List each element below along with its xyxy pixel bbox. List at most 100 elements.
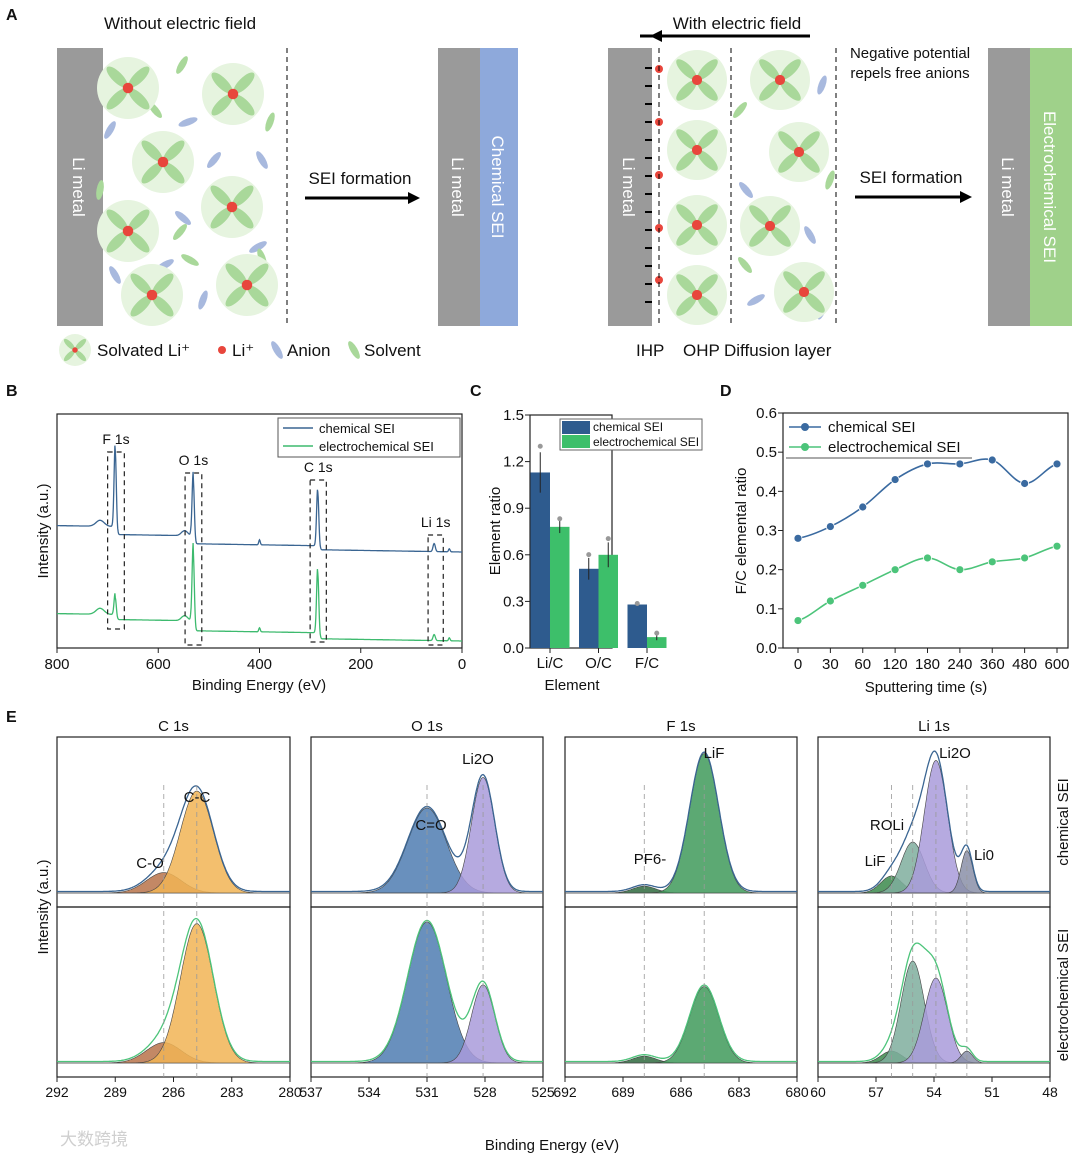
d-data-point [890, 565, 900, 575]
solvent-molecule [697, 295, 718, 316]
b-xlabel: Binding Energy (eV) [192, 677, 326, 694]
b-legend-box [277, 417, 461, 458]
e-peak-label: LiF [865, 853, 886, 870]
layer-ihp: IHP [636, 341, 664, 360]
e-xtick-label: 54 [926, 1084, 942, 1100]
solvent-molecule [770, 205, 791, 226]
c-xtick-label: F/C [635, 655, 659, 672]
legend-solvated-li: Solvated Li⁺ [97, 341, 190, 360]
solvent-molecule [210, 185, 232, 207]
c-ylabel: Element ratio [487, 487, 504, 575]
solvent-molecule [697, 59, 718, 80]
li-ion [72, 347, 78, 353]
e-subplot-title: F 1s [666, 718, 695, 735]
solvent-molecule [106, 209, 128, 231]
c-data-point [537, 443, 543, 449]
b-peak-label: C 1s [304, 459, 333, 475]
li-ion [227, 88, 239, 100]
solvent-molecule [738, 257, 752, 273]
b-legend-entry: electrochemical SEI [319, 439, 434, 454]
solvent-molecule [75, 350, 87, 362]
e-fit-component [57, 923, 290, 1064]
li-ion-legend-icon [218, 346, 226, 354]
d-data-point [955, 565, 965, 575]
sei-label: Chemical SEI [488, 136, 507, 239]
c-bar [579, 568, 599, 648]
anion [256, 151, 268, 169]
d-ylabel: F/C elemental ratio [733, 468, 750, 595]
solvated-li-cluster [667, 195, 727, 255]
d-ytick-label: 0.0 [756, 640, 777, 657]
li-ion [655, 276, 663, 284]
solvent-molecule [778, 131, 799, 152]
solvent-molecule [676, 59, 697, 80]
note-line-1: Negative potential [850, 45, 970, 62]
b-series-chemical-sei [57, 445, 462, 553]
anion-legend-icon [271, 341, 283, 359]
b-xtick-label: 200 [348, 656, 373, 673]
e-subplot-title: Li 1s [918, 718, 950, 735]
e-envelope [818, 942, 1050, 1063]
solvated-li-cluster [667, 265, 727, 325]
d-data-point [1020, 553, 1030, 563]
li-ion [798, 286, 810, 298]
solvent-molecule [780, 80, 801, 101]
solvent-molecule [130, 273, 152, 295]
e-xlabel: Binding Energy (eV) [485, 1137, 619, 1154]
d-data-point [1052, 459, 1062, 469]
solvent-molecule [163, 162, 185, 184]
d-legend-entry: electrochemical SEI [828, 439, 961, 456]
d-data-point [1052, 541, 1062, 551]
anion [804, 226, 816, 244]
legend-li: Li⁺ [232, 341, 254, 360]
c-ytick-label: 0.6 [503, 547, 524, 564]
solvent-molecule [128, 231, 150, 253]
e-row-label-chemical: chemical SEI [1055, 778, 1072, 866]
solvent-molecule [697, 204, 718, 225]
b-xtick-label: 800 [44, 656, 69, 673]
d-legend-entry: chemical SEI [828, 419, 916, 436]
solvent-molecule [128, 66, 150, 88]
solvent-molecule [247, 285, 269, 307]
panel-label-e: E [6, 709, 17, 726]
d-xtick-label: 30 [822, 656, 839, 673]
c-data-point [654, 630, 660, 636]
sei-formation-label-left: SEI formation [309, 169, 412, 188]
panel-label-a: A [6, 7, 18, 24]
e-subplot-title: C 1s [158, 718, 189, 735]
e-fit-component [565, 986, 797, 1064]
c-ytick-label: 1.2 [503, 454, 524, 471]
arrow-head [960, 191, 972, 203]
d-ytick-label: 0.1 [756, 601, 777, 618]
c-data-point [605, 536, 611, 542]
d-xtick-label: 480 [1012, 656, 1037, 673]
d-ytick-label: 0.6 [756, 405, 777, 422]
e-xtick-label: 48 [1042, 1084, 1058, 1100]
c-ytick-label: 0.9 [503, 500, 524, 517]
b-ylabel: Intensity (a.u.) [35, 483, 52, 578]
solvent-molecule [799, 131, 820, 152]
anion [207, 152, 221, 168]
solvent-molecule [697, 225, 718, 246]
c-ytick-label: 1.5 [503, 407, 524, 424]
solvent-molecule [232, 185, 254, 207]
e-envelope [818, 750, 1050, 893]
e-row-label-electrochemical: electrochemical SEI [1055, 929, 1072, 1062]
c-xtick-label: O/C [585, 655, 612, 672]
sei-layer [480, 48, 518, 326]
solvated-li-cluster [59, 334, 91, 366]
d-xtick-label: 600 [1044, 656, 1069, 673]
c-ytick-label: 0.0 [503, 640, 524, 657]
e-envelope [57, 917, 290, 1063]
left-title: Without electric field [104, 14, 256, 33]
c-bar [647, 637, 667, 648]
e-peak-label: ROLi [870, 817, 904, 834]
c-data-point [557, 516, 563, 522]
legend-anion: Anion [287, 341, 330, 360]
solvent-molecule [163, 140, 185, 162]
solvent-molecule [106, 231, 128, 253]
solvent-molecule [676, 150, 697, 171]
solvent-molecule [733, 102, 747, 118]
e-peak-label: C=O [415, 817, 446, 834]
